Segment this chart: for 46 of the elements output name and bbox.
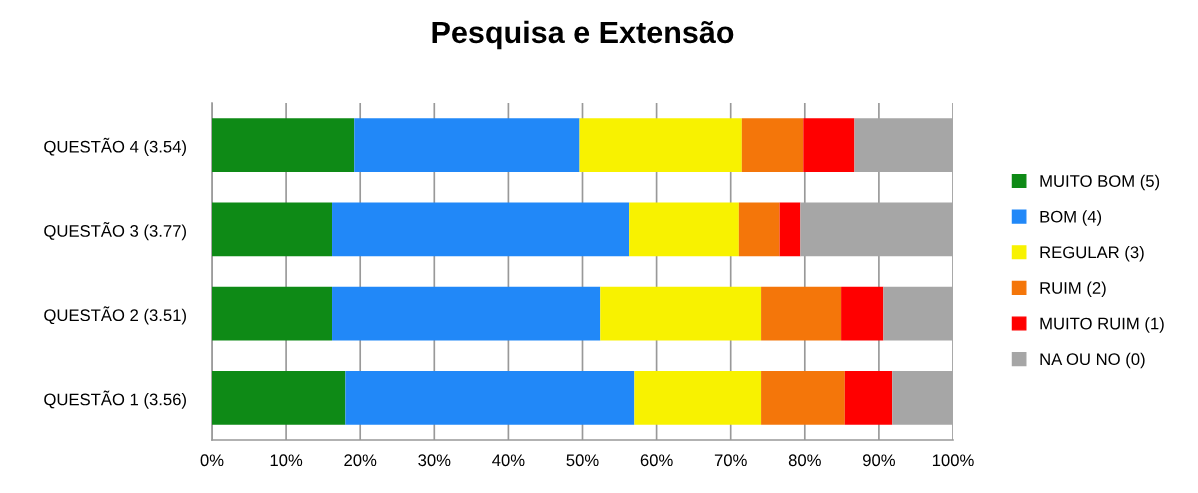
x-tick-label: 40% (492, 454, 525, 467)
bar (212, 118, 355, 173)
y-tick-label: QUESTÃO 4 (3.54) (44, 137, 186, 156)
x-tick-label: 30% (418, 454, 451, 467)
legend-label: MUITO RUIM (1) (1040, 317, 1164, 333)
bar (600, 286, 762, 341)
bar (354, 118, 580, 173)
bar (803, 118, 855, 173)
x-tick-label: 50% (566, 454, 599, 467)
bar (779, 202, 801, 257)
x-tick-label: 80% (788, 454, 821, 467)
bar (212, 202, 333, 257)
legend-label: MUITO BOM (5) (1040, 174, 1160, 191)
legend-label: REGULAR (3) (1040, 245, 1144, 262)
bar (634, 370, 762, 425)
bar (212, 370, 346, 425)
x-tick-label: 100% (932, 454, 974, 467)
legend-label: NA OU NO (0) (1040, 352, 1145, 369)
bar (854, 118, 953, 173)
bar (345, 370, 635, 425)
bar (841, 286, 884, 341)
y-tick-label: QUESTÃO 2 (3.51) (44, 306, 186, 325)
bar (212, 286, 333, 341)
bar (579, 118, 742, 173)
y-tick-label: QUESTÃO 1 (3.56) (44, 390, 186, 409)
legend-label: RUIM (2) (1040, 281, 1106, 298)
legend-label: BOM (4) (1040, 210, 1102, 226)
x-tick-label: 60% (640, 454, 673, 467)
bar (883, 286, 953, 341)
bar (761, 370, 845, 425)
x-tick-label: 70% (714, 454, 747, 467)
bar (738, 202, 780, 257)
chart-title: Pesquisa e Extensão (432, 20, 734, 50)
bar (892, 370, 953, 425)
bar (800, 202, 953, 257)
bar (761, 286, 842, 341)
x-tick-label: 20% (344, 454, 377, 467)
x-tick-label: 10% (270, 454, 303, 467)
bar (332, 286, 601, 341)
bar (741, 118, 804, 173)
bar (844, 370, 893, 425)
bar (332, 202, 630, 257)
y-tick-label: QUESTÃO 3 (3.77) (44, 222, 186, 241)
bar (629, 202, 739, 257)
x-tick-label: 90% (863, 454, 895, 467)
x-tick-label: 0% (200, 454, 224, 467)
